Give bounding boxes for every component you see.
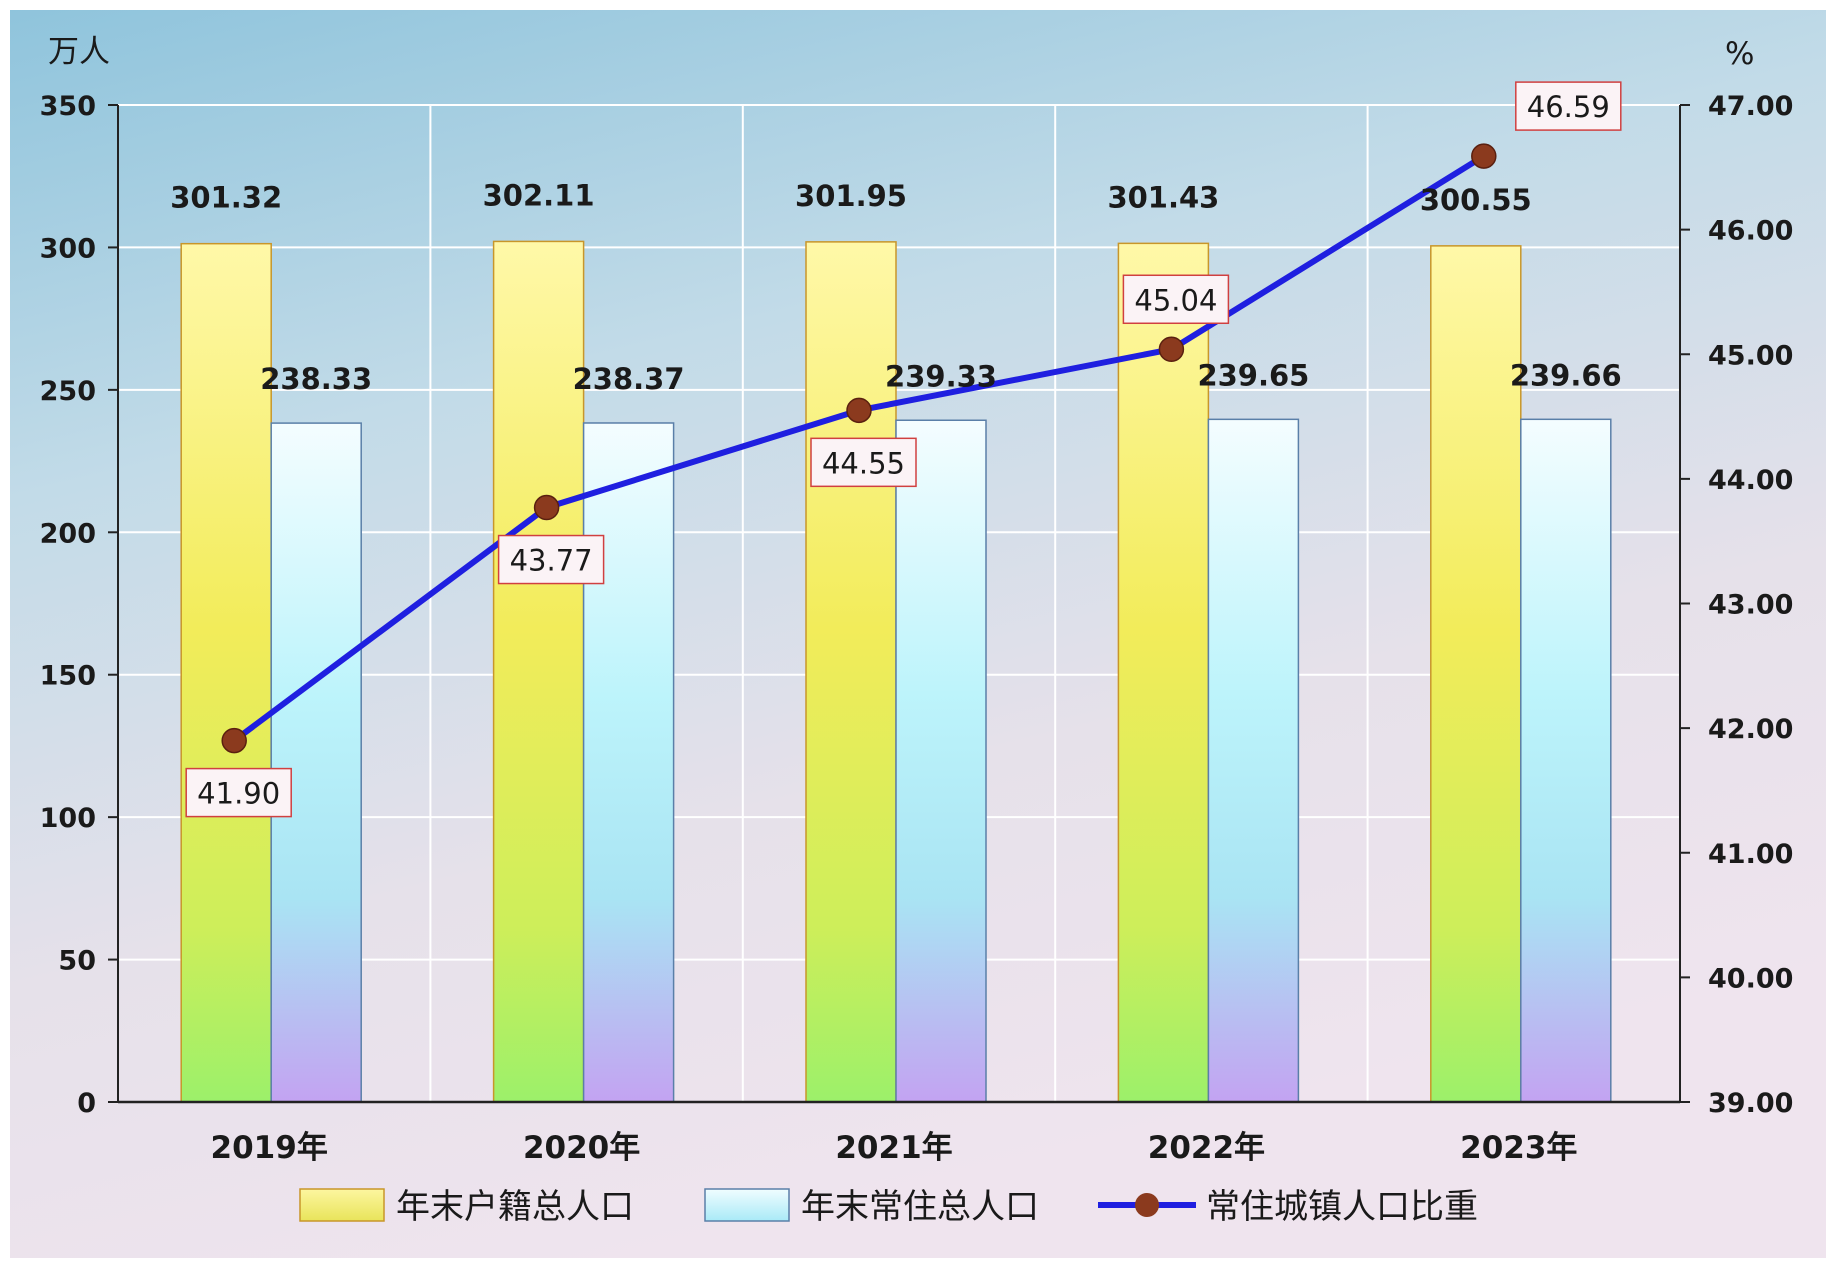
line-label-box — [810, 437, 917, 488]
right-tick-label: 43.00 — [1708, 590, 1793, 621]
legend-swatch-registered — [299, 1188, 385, 1222]
line-label-box — [1122, 274, 1230, 325]
bar-registered-population — [1117, 242, 1210, 1103]
right-tick-label: 40.00 — [1708, 963, 1793, 994]
right-tick-label: 41.00 — [1708, 839, 1793, 870]
bar-resident-population — [582, 422, 675, 1103]
right-tick-label: 47.00 — [1708, 91, 1793, 122]
right-tick-label: 42.00 — [1708, 714, 1793, 745]
left-tick-label: 350 — [40, 91, 96, 122]
line-value-label: 45.04 — [1134, 283, 1217, 317]
right-tick-label: 45.00 — [1708, 340, 1793, 371]
left-axis-unit: 万人 — [48, 34, 110, 70]
line-value-label: 41.90 — [197, 777, 280, 811]
line-series — [221, 143, 1497, 754]
bar-registered-population — [1430, 245, 1522, 1103]
right-tick-label: 44.00 — [1708, 465, 1793, 496]
x-category-label: 2019年 — [211, 1130, 328, 1166]
bar-value-label: 239.33 — [885, 359, 997, 393]
legend-swatch-marker — [1135, 1193, 1159, 1217]
x-category-label: 2022年 — [1148, 1130, 1265, 1166]
left-tick-label: 150 — [40, 661, 96, 692]
right-axis-unit: % — [1725, 36, 1754, 72]
line-value-label: 43.77 — [510, 544, 593, 578]
bar-registered-population — [805, 241, 897, 1103]
bars — [180, 240, 1612, 1103]
left-tick-label: 50 — [58, 946, 96, 977]
bar-value-label: 302.11 — [483, 178, 595, 212]
line-point-marker — [221, 727, 247, 754]
left-tick-label: 300 — [40, 233, 96, 264]
legend: 年末户籍总人口 年末常住总人口 常住城镇人口比重 — [299, 1187, 1478, 1227]
data-labels: 301.32 238.33 302.11 238.37 301.95 239.33 301.… — [170, 81, 1622, 818]
line-point-marker — [1471, 143, 1497, 169]
x-category-label: 2020年 — [523, 1130, 640, 1166]
line-label-box — [1515, 81, 1622, 131]
line-value-label: 44.55 — [822, 446, 905, 480]
left-tick-label: 100 — [40, 803, 96, 834]
axes: 0 50 100 150 200 250 300 350 39.00 40.00 41.00 42.0… — [40, 91, 1794, 1166]
bar-value-label: 301.32 — [170, 181, 282, 215]
right-tick-label: 39.00 — [1708, 1088, 1793, 1119]
bar-registered-population — [180, 242, 272, 1103]
bar-value-label: 239.66 — [1510, 358, 1622, 392]
line-label-box — [497, 534, 605, 585]
left-tick-label: 0 — [77, 1088, 96, 1119]
bar-value-label: 238.37 — [573, 362, 685, 396]
line-value-label: 46.59 — [1527, 90, 1610, 124]
right-tick-label: 46.00 — [1708, 216, 1793, 247]
bar-resident-population — [895, 419, 987, 1103]
line-point-marker — [846, 397, 872, 424]
bar-value-label: 239.65 — [1197, 358, 1309, 392]
bar-resident-population — [1520, 418, 1612, 1103]
x-category-label: 2023年 — [1460, 1130, 1577, 1166]
x-category-label: 2021年 — [835, 1130, 952, 1166]
line-point-marker — [533, 494, 560, 521]
line-label-box — [185, 767, 292, 818]
legend-label-urbanization: 常住城镇人口比重 — [1206, 1187, 1478, 1227]
bar-resident-population — [1207, 418, 1300, 1103]
left-tick-label: 250 — [40, 376, 96, 407]
bar-value-label: 300.55 — [1420, 183, 1532, 217]
bar-resident-population — [270, 422, 362, 1103]
left-tick-label: 200 — [40, 518, 96, 549]
legend-swatch-resident — [704, 1188, 790, 1222]
bar-value-label: 301.43 — [1107, 180, 1219, 214]
bar-value-label: 238.33 — [260, 362, 372, 396]
legend-label-resident: 年末常住总人口 — [801, 1187, 1039, 1227]
bar-registered-population — [492, 240, 585, 1103]
line-point-marker — [1158, 336, 1185, 363]
legend-label-registered: 年末户籍总人口 — [396, 1187, 634, 1227]
bar-value-label: 301.95 — [795, 179, 907, 213]
